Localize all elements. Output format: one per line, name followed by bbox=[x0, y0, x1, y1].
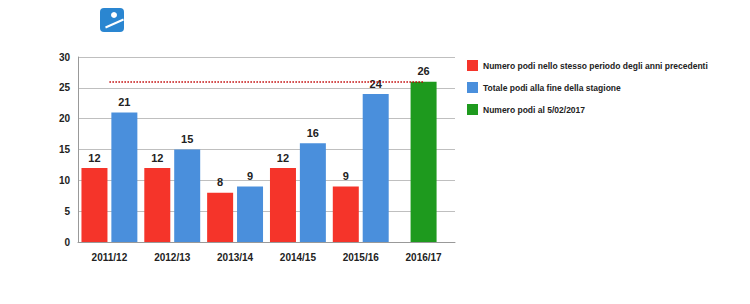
svg-text:Totale podi alla fine della st: Totale podi alla fine della stagione bbox=[483, 83, 621, 93]
svg-text:24: 24 bbox=[370, 78, 383, 90]
svg-text:2012/13: 2012/13 bbox=[154, 252, 191, 263]
svg-text:16: 16 bbox=[307, 127, 319, 139]
svg-text:Numero podi al 5/02/2017: Numero podi al 5/02/2017 bbox=[483, 105, 585, 115]
svg-text:0: 0 bbox=[64, 237, 70, 248]
svg-text:2016/17: 2016/17 bbox=[406, 252, 443, 263]
svg-text:Numero podi nello stesso perio: Numero podi nello stesso periodo degli a… bbox=[483, 61, 708, 71]
svg-text:15: 15 bbox=[59, 144, 71, 155]
svg-text:12: 12 bbox=[277, 152, 289, 164]
svg-text:8: 8 bbox=[217, 176, 223, 188]
svg-text:9: 9 bbox=[343, 170, 349, 182]
svg-text:12: 12 bbox=[151, 152, 163, 164]
svg-text:2011/12: 2011/12 bbox=[92, 252, 128, 263]
svg-text:12: 12 bbox=[88, 152, 100, 164]
svg-text:10: 10 bbox=[59, 175, 71, 186]
svg-text:25: 25 bbox=[59, 82, 71, 93]
svg-text:26: 26 bbox=[417, 65, 429, 77]
svg-text:5: 5 bbox=[64, 206, 70, 217]
svg-text:2015/16: 2015/16 bbox=[343, 252, 380, 263]
svg-text:2013/14: 2013/14 bbox=[217, 252, 254, 263]
svg-text:21: 21 bbox=[118, 96, 130, 108]
svg-text:2014/15: 2014/15 bbox=[280, 252, 317, 263]
svg-text:9: 9 bbox=[247, 170, 253, 182]
svg-text:20: 20 bbox=[59, 113, 71, 124]
svg-text:15: 15 bbox=[181, 133, 193, 145]
svg-text:30: 30 bbox=[59, 52, 71, 63]
